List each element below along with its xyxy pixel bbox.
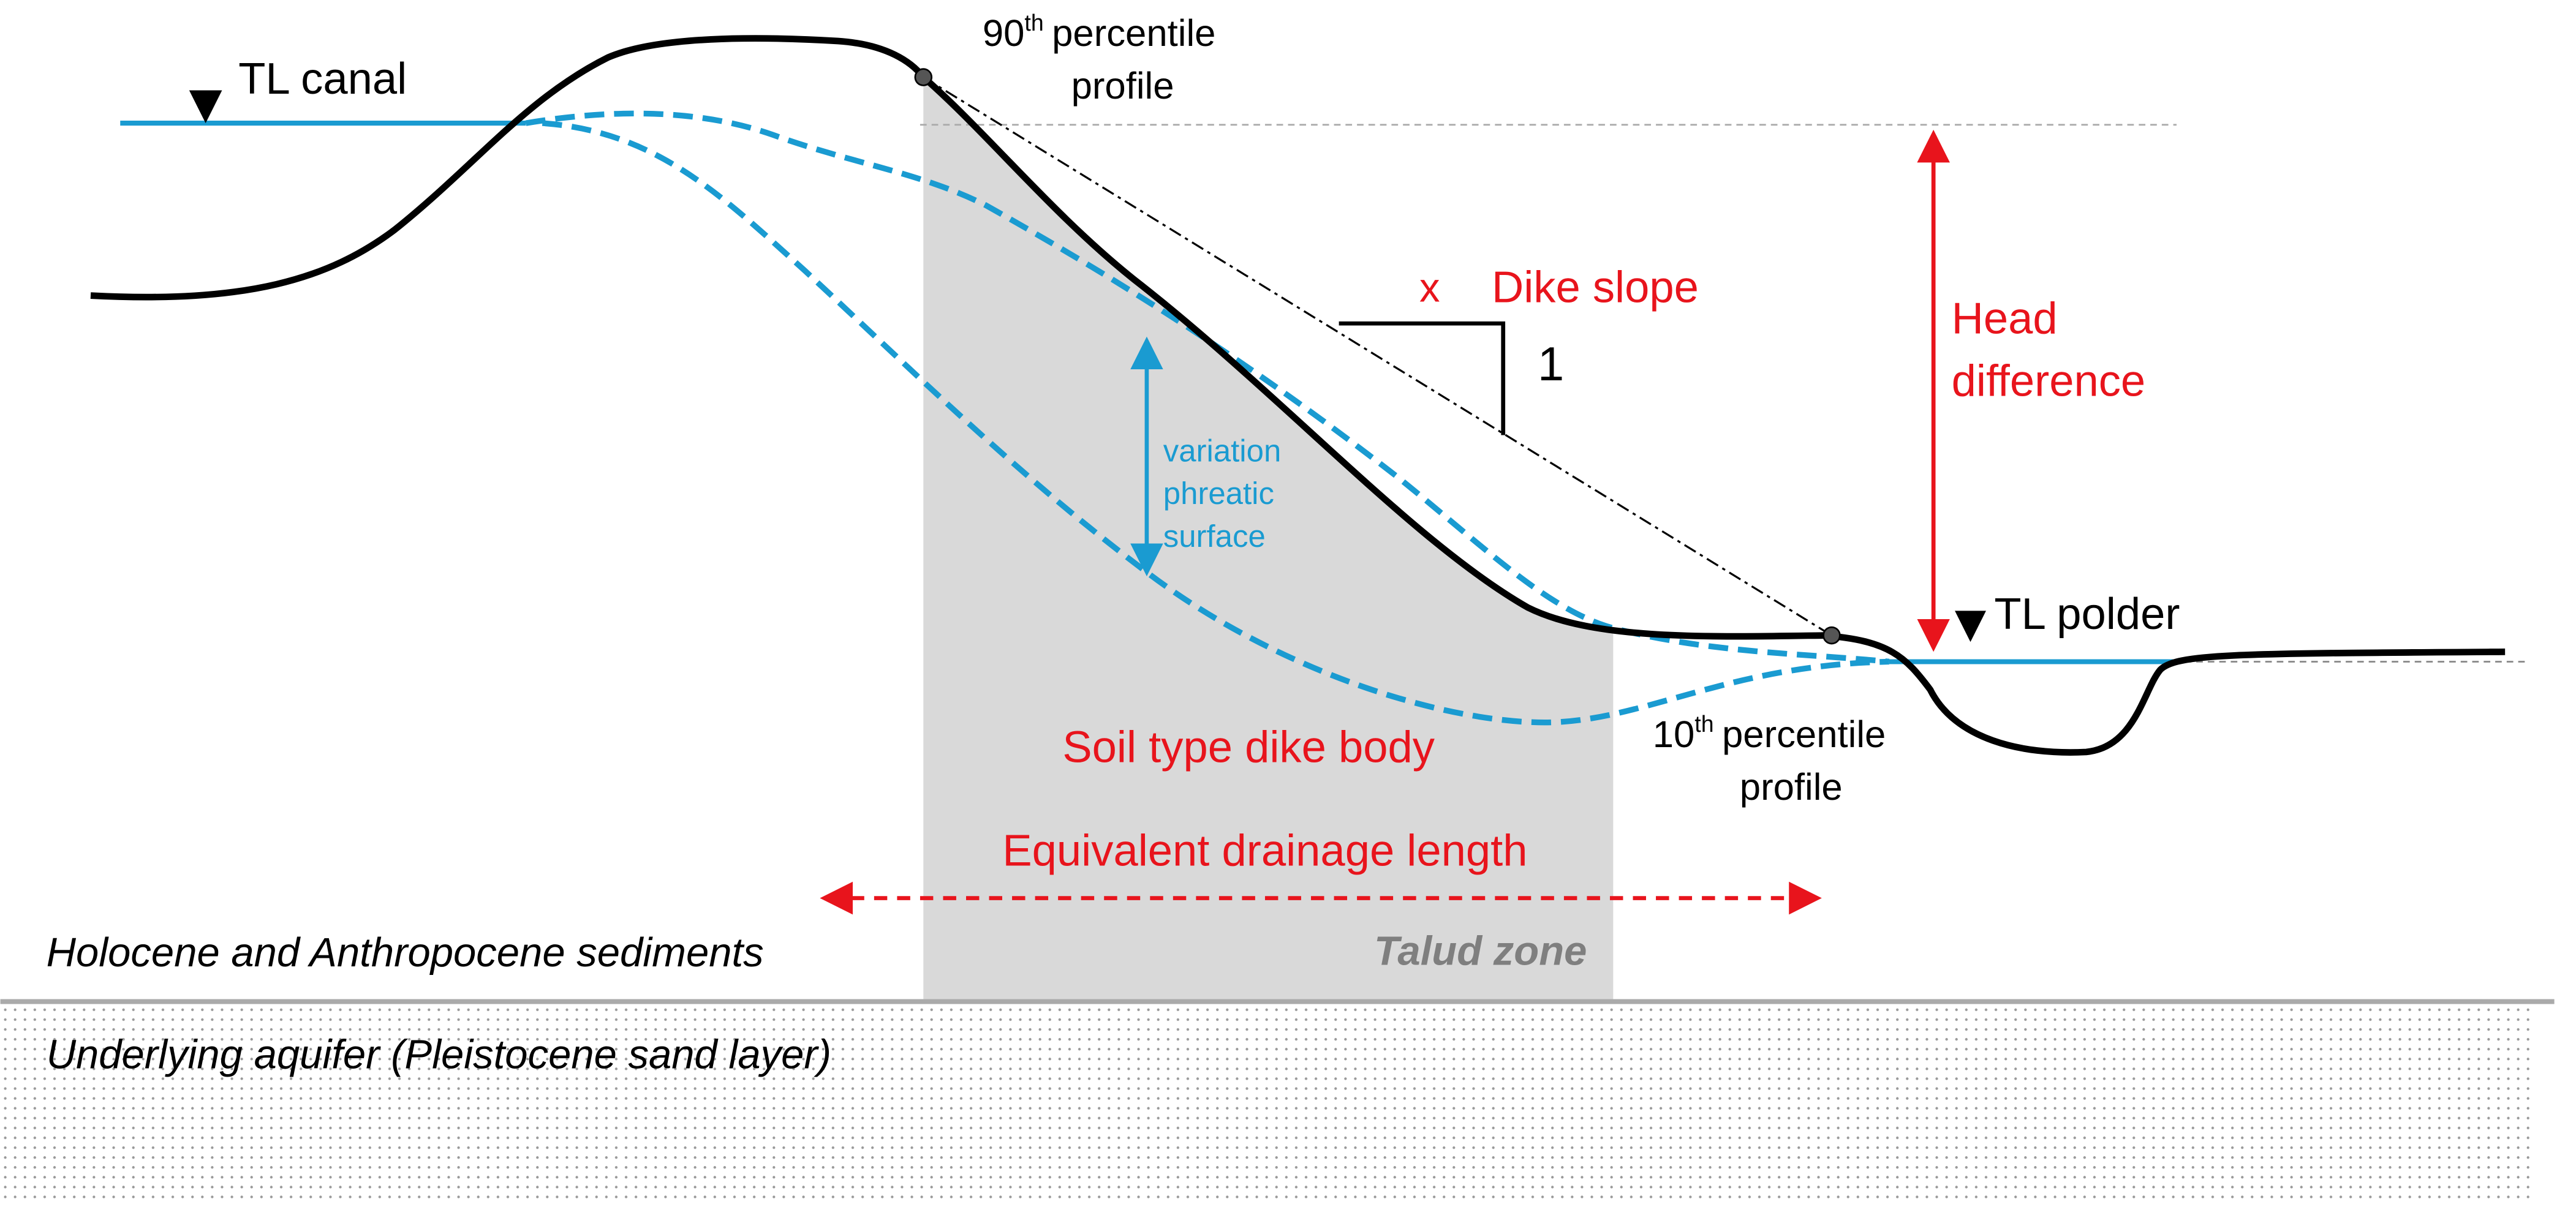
tl-canal: TL canal bbox=[238, 54, 407, 103]
phreatic-low bbox=[542, 120, 1889, 726]
soil-type: Soil type dike body bbox=[1062, 722, 1435, 772]
p90-label: profile bbox=[1071, 65, 1174, 107]
polder-marker bbox=[1955, 611, 1986, 642]
head-difference: difference bbox=[1952, 356, 2146, 405]
talud-zone bbox=[923, 77, 1614, 1002]
slope-one: 1 bbox=[1538, 338, 1564, 391]
aquifer-label: Underlying aquifer (Pleistocene sand lay… bbox=[47, 1031, 831, 1077]
holocene-label: Holocene and Anthropocene sediments bbox=[47, 930, 764, 976]
canal-marker bbox=[189, 90, 222, 124]
talud-zone-label: Talud zone bbox=[1374, 928, 1587, 974]
aquifer-area bbox=[0, 1004, 2530, 1202]
dike-profile bbox=[90, 35, 2506, 756]
p10-label: profile bbox=[1740, 766, 1843, 808]
slope-line bbox=[923, 76, 1832, 636]
p90-label: 90th percentile bbox=[983, 10, 1216, 55]
slope-x: x bbox=[1419, 265, 1440, 310]
p10-point bbox=[1822, 626, 1841, 645]
p90-point bbox=[914, 68, 933, 86]
variation-label: variation bbox=[1163, 433, 1282, 468]
variation-label: phreatic bbox=[1163, 476, 1274, 511]
tl-polder: TL polder bbox=[1994, 589, 2180, 639]
drainage-length: Equivalent drainage length bbox=[1002, 826, 1527, 875]
dike-slope: Dike slope bbox=[1492, 263, 1699, 312]
p10-label: 10th percentile bbox=[1653, 711, 1886, 756]
head-difference: Head bbox=[1952, 294, 2058, 344]
slope-triangle bbox=[1339, 321, 1506, 435]
variation-label: surface bbox=[1163, 519, 1266, 554]
